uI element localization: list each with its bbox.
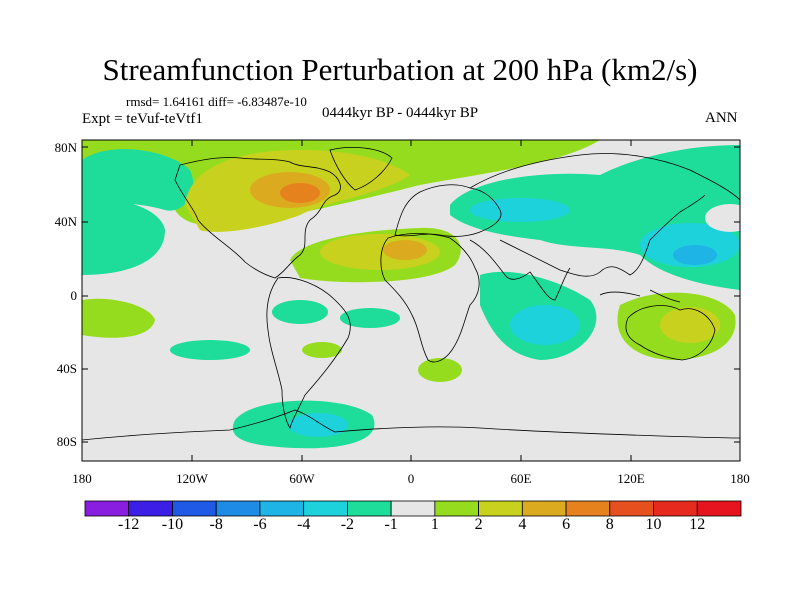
colorbar bbox=[84, 500, 742, 517]
coastline-greenland bbox=[329, 147, 393, 191]
colorbar-swatch bbox=[478, 500, 523, 517]
colorbar-label: 12 bbox=[689, 516, 706, 533]
contour-region bbox=[170, 340, 250, 360]
colorbar-swatch bbox=[346, 500, 392, 517]
lon-label-60e: 60E bbox=[510, 471, 532, 486]
contour-region bbox=[280, 183, 320, 203]
colorbar-swatch bbox=[259, 500, 305, 517]
contour-region bbox=[673, 245, 717, 265]
colorbar-swatch bbox=[521, 500, 567, 517]
contour-region bbox=[660, 307, 720, 343]
lat-label-0: 0 bbox=[70, 288, 78, 303]
contour-region bbox=[82, 149, 194, 211]
colorbar-swatch bbox=[565, 500, 611, 517]
colorbar-label: -2 bbox=[340, 516, 355, 533]
lon-label-180w: 180 bbox=[72, 471, 92, 486]
axis-ticks bbox=[82, 140, 740, 461]
colorbar-label: 8 bbox=[605, 516, 614, 533]
colorbar-label: -10 bbox=[161, 516, 184, 533]
colorbar-swatch bbox=[172, 500, 217, 517]
colorbar-swatch bbox=[653, 500, 698, 517]
period-label: 0444kyr BP - 0444kyr BP bbox=[322, 105, 479, 121]
colorbar-swatch bbox=[128, 500, 173, 517]
colorbar-label: -4 bbox=[296, 516, 311, 533]
coastline-australia bbox=[625, 305, 716, 361]
colorbar-swatch bbox=[303, 500, 348, 517]
contour-region bbox=[82, 298, 155, 338]
coastline-south-america bbox=[266, 277, 351, 430]
map-title: Streamfunction Perturbation at 200 hPa (… bbox=[102, 52, 698, 87]
coastline-asia bbox=[469, 153, 740, 277]
experiment-label: Expt = teVuf-teVtf1 bbox=[82, 111, 203, 127]
lon-label-120w: 120W bbox=[176, 471, 208, 486]
contour-region bbox=[272, 300, 328, 324]
coastlines bbox=[82, 147, 740, 441]
contour-region bbox=[82, 198, 165, 275]
coastline-north-america bbox=[174, 157, 341, 279]
contour-fields bbox=[82, 140, 740, 449]
contour-region bbox=[470, 198, 570, 222]
colorbar-swatch bbox=[215, 500, 261, 517]
colorbar-label: 6 bbox=[562, 516, 571, 533]
contour-region bbox=[302, 342, 342, 358]
colorbar-label: -8 bbox=[209, 516, 223, 533]
colorbar-swatch bbox=[434, 500, 480, 517]
lon-label-0: 0 bbox=[407, 471, 415, 486]
colorbar-swatch bbox=[609, 500, 654, 517]
colorbar-swatch bbox=[696, 500, 742, 517]
colorbar-label: 10 bbox=[645, 516, 662, 533]
colorbar-swatch bbox=[84, 500, 130, 517]
lat-label-40s: 40S bbox=[56, 361, 77, 376]
colorbar-label: 4 bbox=[518, 516, 527, 533]
lon-label-180e: 180 bbox=[730, 471, 750, 486]
lat-label-80n: 80N bbox=[54, 140, 77, 155]
colorbar-swatch bbox=[390, 500, 436, 517]
lon-label-60w: 60W bbox=[289, 471, 315, 486]
colorbar-label: -1 bbox=[384, 516, 398, 533]
contour-region bbox=[340, 308, 400, 328]
coastline-europe bbox=[394, 184, 502, 237]
lon-label-120e: 120E bbox=[617, 471, 645, 486]
contour-region bbox=[510, 305, 580, 345]
contour-region bbox=[705, 204, 740, 232]
coastline-antarctica bbox=[82, 409, 740, 441]
coastline-africa bbox=[380, 233, 480, 363]
colorbar-label: 2 bbox=[474, 516, 483, 533]
lat-label-40n: 40N bbox=[54, 214, 77, 229]
coastline-arabia-india bbox=[469, 239, 571, 301]
colorbar-label: -6 bbox=[253, 516, 267, 533]
lat-label-80s: 80S bbox=[56, 434, 77, 449]
stats-text: rmsd= 1.64161 diff= -6.83487e-10 bbox=[126, 94, 307, 109]
season-label: ANN bbox=[705, 110, 738, 126]
colorbar-label: -12 bbox=[118, 516, 140, 533]
contour-region bbox=[288, 413, 348, 437]
coastline-indonesia bbox=[599, 289, 681, 303]
colorbar-label: 1 bbox=[430, 516, 439, 533]
contour-region bbox=[383, 240, 427, 260]
contour-region bbox=[418, 358, 462, 382]
